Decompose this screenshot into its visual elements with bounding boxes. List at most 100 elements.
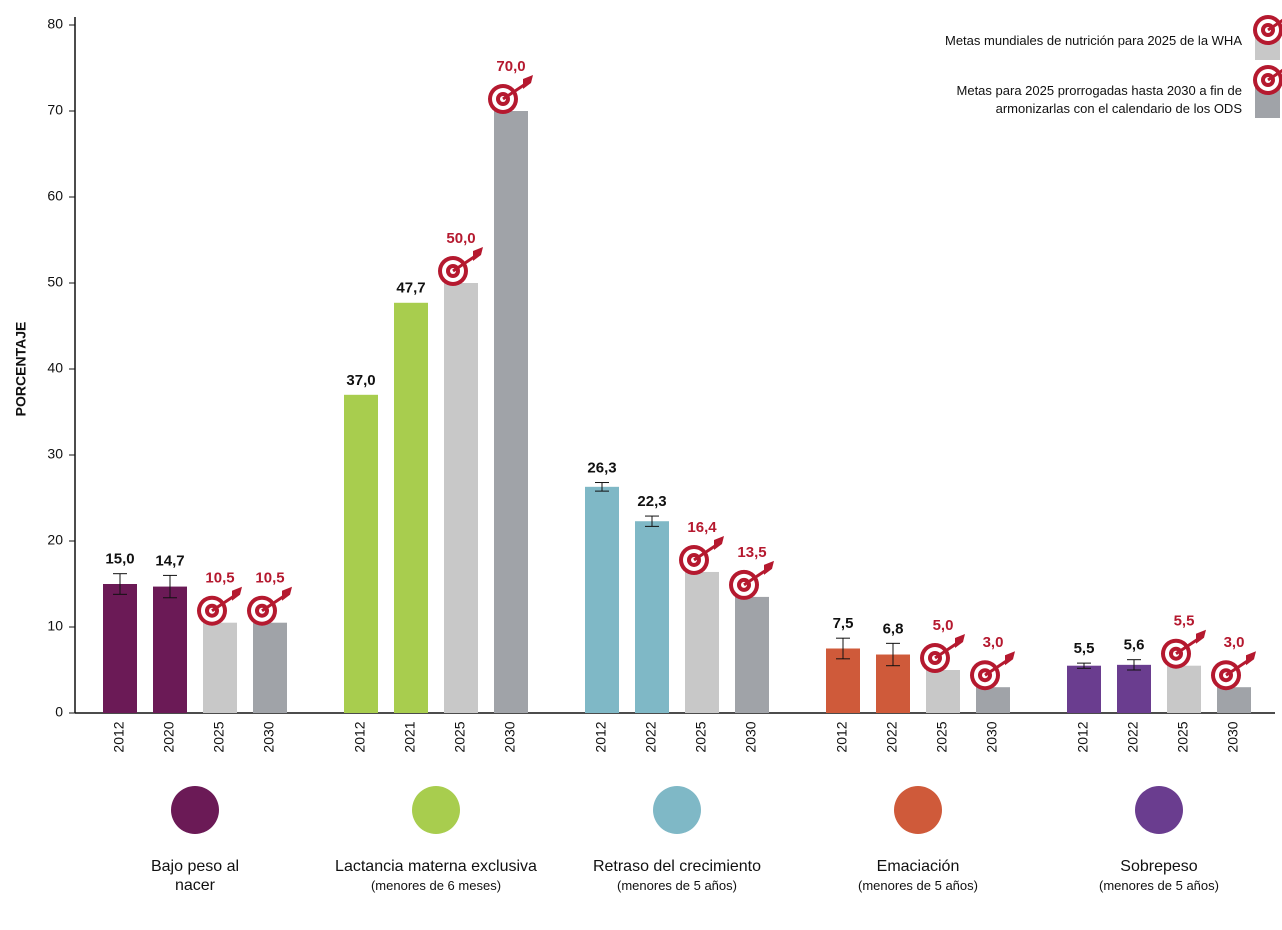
target-icon bbox=[679, 535, 724, 575]
bar bbox=[494, 111, 528, 713]
value-label: 5,0 bbox=[933, 617, 954, 634]
value-label: 37,0 bbox=[346, 372, 375, 389]
value-label: 5,5 bbox=[1174, 613, 1195, 630]
target-feather bbox=[523, 75, 533, 89]
error-bar bbox=[595, 482, 609, 492]
bar bbox=[635, 521, 669, 713]
x-tick-label: 2012 bbox=[593, 721, 609, 752]
x-tick-label: 2025 bbox=[1175, 721, 1191, 752]
value-label: 10,5 bbox=[205, 570, 234, 587]
value-label: 14,7 bbox=[155, 552, 184, 569]
value-label: 6,8 bbox=[883, 620, 904, 637]
target-feather bbox=[955, 634, 965, 648]
value-label: 47,7 bbox=[396, 280, 425, 297]
target-feather bbox=[764, 560, 774, 575]
x-tick-label: 2012 bbox=[1075, 721, 1091, 752]
y-tick-label: 80 bbox=[47, 16, 63, 32]
group-name: Emaciación bbox=[876, 858, 960, 875]
y-tick-label: 10 bbox=[47, 618, 63, 634]
target-icon bbox=[488, 75, 533, 114]
error-bar bbox=[886, 642, 900, 667]
target-icon bbox=[197, 586, 242, 626]
target-feather bbox=[473, 247, 483, 261]
legend-label: Metas para 2025 prorrogadas hasta 2030 a… bbox=[956, 83, 1242, 116]
target-icon bbox=[438, 247, 483, 286]
x-tick-label: 2030 bbox=[984, 721, 1000, 752]
y-tick-label: 30 bbox=[47, 446, 63, 462]
y-tick-label: 40 bbox=[47, 360, 63, 376]
value-label: 50,0 bbox=[446, 230, 475, 247]
target-icon bbox=[1211, 651, 1256, 691]
bar bbox=[1067, 665, 1101, 713]
value-label: 15,0 bbox=[105, 551, 134, 568]
legend-label: Metas mundiales de nutrición para 2025 d… bbox=[945, 33, 1242, 48]
bar bbox=[394, 302, 428, 713]
value-label: 22,3 bbox=[637, 493, 666, 510]
bar bbox=[344, 394, 378, 713]
target-feather bbox=[1246, 651, 1256, 666]
x-tick-label: 2021 bbox=[402, 721, 418, 752]
group-icon bbox=[171, 786, 219, 834]
target-feather bbox=[714, 535, 724, 550]
bar bbox=[1117, 664, 1151, 713]
error-bar bbox=[163, 574, 177, 599]
target-icon bbox=[920, 634, 965, 673]
target-icon bbox=[1253, 65, 1282, 95]
value-label: 7,5 bbox=[833, 615, 854, 632]
group-icon bbox=[894, 786, 942, 834]
x-tick-label: 2030 bbox=[502, 721, 518, 752]
bar bbox=[926, 670, 960, 713]
bar bbox=[444, 283, 478, 713]
x-tick-label: 2012 bbox=[111, 721, 127, 752]
group-name: Sobrepeso bbox=[1120, 858, 1198, 875]
group-name: Lactancia materna exclusiva bbox=[335, 858, 537, 875]
target-arrow bbox=[1267, 68, 1282, 82]
target-icon bbox=[970, 651, 1015, 691]
error-bar bbox=[645, 515, 659, 527]
group-icon bbox=[1135, 786, 1183, 834]
group-subtitle: (menores de 6 meses) bbox=[370, 878, 502, 893]
bar bbox=[103, 584, 137, 713]
y-tick-label: 70 bbox=[47, 102, 63, 118]
bar bbox=[685, 571, 719, 713]
target-feather bbox=[282, 586, 292, 601]
x-tick-label: 2022 bbox=[1125, 721, 1141, 752]
target-feather bbox=[232, 586, 242, 601]
y-tick-label: 60 bbox=[47, 188, 63, 204]
bar bbox=[735, 596, 769, 713]
x-tick-label: 2025 bbox=[211, 721, 227, 752]
y-axis-label: PORCENTAJE bbox=[13, 322, 29, 417]
value-label: 5,6 bbox=[1124, 637, 1145, 654]
group-caption: Emaciación (menores de 5 años) bbox=[798, 857, 1038, 895]
bar bbox=[585, 486, 619, 713]
group-name: Bajo peso al nacer bbox=[150, 858, 240, 894]
x-tick-label: 2025 bbox=[934, 721, 950, 752]
group-caption: Bajo peso al nacer bbox=[140, 857, 250, 895]
group-caption: Lactancia materna exclusiva (menores de 6… bbox=[316, 857, 556, 895]
target-icon bbox=[247, 586, 292, 626]
error-bar bbox=[836, 637, 850, 660]
x-tick-label: 2020 bbox=[161, 721, 177, 752]
x-tick-label: 2030 bbox=[261, 721, 277, 752]
bar bbox=[203, 622, 237, 713]
y-tick-label: 20 bbox=[47, 532, 63, 548]
x-tick-label: 2030 bbox=[743, 721, 759, 752]
target-icon bbox=[1253, 15, 1282, 45]
value-label: 5,5 bbox=[1074, 640, 1095, 657]
group-subtitle: (menores de 5 años) bbox=[858, 878, 978, 893]
x-tick-label: 2012 bbox=[834, 721, 850, 752]
value-label: 16,4 bbox=[687, 519, 717, 536]
x-tick-label: 2022 bbox=[643, 721, 659, 752]
bar bbox=[253, 622, 287, 713]
group-icon bbox=[412, 786, 460, 834]
value-label: 26,3 bbox=[587, 459, 616, 476]
group-caption: Retraso del crecimiento (menores de 5 año… bbox=[557, 857, 797, 895]
y-tick-label: 50 bbox=[47, 274, 63, 290]
x-tick-label: 2025 bbox=[693, 721, 709, 752]
x-tick-label: 2025 bbox=[452, 721, 468, 752]
target-icon bbox=[729, 560, 774, 600]
error-bar bbox=[113, 573, 127, 595]
group-name: Retraso del crecimiento bbox=[592, 858, 762, 875]
